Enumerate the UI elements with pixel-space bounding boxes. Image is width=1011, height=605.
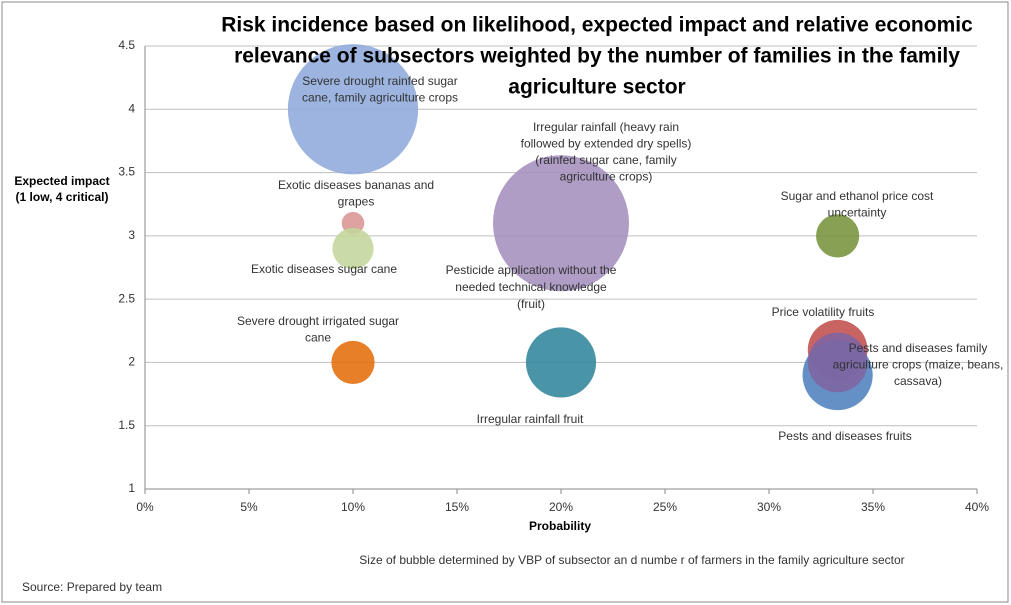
- y-axis-label: (1 low, 4 critical): [16, 190, 109, 204]
- chart-title: Risk incidence based on likelihood, expe…: [221, 14, 973, 37]
- bubble-label: agriculture crops (maize, beans,: [833, 358, 1004, 372]
- bubble-label: grapes: [338, 195, 375, 209]
- bubble: [807, 332, 868, 393]
- bubble-label: (rainfed sugar cane, family: [535, 153, 676, 167]
- x-tick-label: 30%: [757, 500, 781, 514]
- y-axis-label: Expected impact: [14, 174, 109, 188]
- x-tick-label: 5%: [240, 500, 258, 514]
- bubble-label: cane, family agriculture crops: [302, 91, 458, 105]
- bubble: [331, 340, 375, 385]
- bubble-label: uncertainty: [828, 206, 887, 220]
- annotation: needed technical knowledge: [455, 280, 607, 294]
- x-tick-label: 40%: [965, 500, 989, 514]
- annotation: (fruit): [517, 297, 545, 311]
- x-axis-label: Probability: [529, 519, 591, 533]
- annotation: Pesticide application without the: [446, 263, 617, 277]
- bubble: [816, 214, 860, 258]
- y-tick-label: 4.5: [118, 38, 135, 52]
- note: Size of bubble determined by VBP of subs…: [359, 553, 904, 567]
- bubble: [332, 227, 374, 270]
- bubble-label: followed by extended dry spells): [521, 137, 692, 151]
- x-tick-label: 25%: [653, 500, 677, 514]
- bubble-label: cane: [305, 331, 331, 345]
- chart-title: agriculture sector: [508, 76, 685, 99]
- bubble-label: Irregular rainfall (heavy rain: [533, 120, 679, 134]
- bubble: [525, 327, 597, 398]
- bubble-label: Irregular rainfall fruit: [477, 412, 584, 426]
- y-tick-label: 4: [128, 101, 135, 115]
- bubble: [493, 155, 629, 292]
- y-tick-label: 3.5: [118, 165, 135, 179]
- bubble-label: Severe drought rainfed sugar: [302, 74, 457, 88]
- y-tick-label: 1: [128, 481, 135, 495]
- x-tick-label: 20%: [549, 500, 573, 514]
- y-tick-label: 1.5: [118, 418, 135, 432]
- source: Source: Prepared by team: [22, 580, 162, 594]
- bubble-label: Exotic diseases sugar cane: [251, 262, 397, 276]
- x-tick-label: 10%: [341, 500, 365, 514]
- bubble-label: Pests and diseases fruits: [778, 429, 911, 443]
- bubble-label: Sugar and ethanol price cost: [781, 189, 934, 203]
- chart-title: relevance of subsectors weighted by the …: [234, 45, 960, 68]
- bubble-label: Pests and diseases family: [849, 341, 988, 355]
- x-tick-label: 35%: [861, 500, 885, 514]
- x-tick-label: 0%: [136, 500, 154, 514]
- y-tick-label: 2: [128, 355, 135, 369]
- bubble-label: agriculture crops): [560, 170, 653, 184]
- bubble-label: Price volatility fruits: [772, 305, 875, 319]
- bubble-label: Exotic diseases bananas and: [278, 178, 434, 192]
- y-tick-label: 3: [128, 228, 135, 242]
- y-tick-label: 2.5: [118, 291, 135, 305]
- bubble: [287, 44, 419, 175]
- bubble-label: cassava): [894, 374, 942, 388]
- bubble-label: Severe drought irrigated sugar: [237, 314, 399, 328]
- x-tick-label: 15%: [445, 500, 469, 514]
